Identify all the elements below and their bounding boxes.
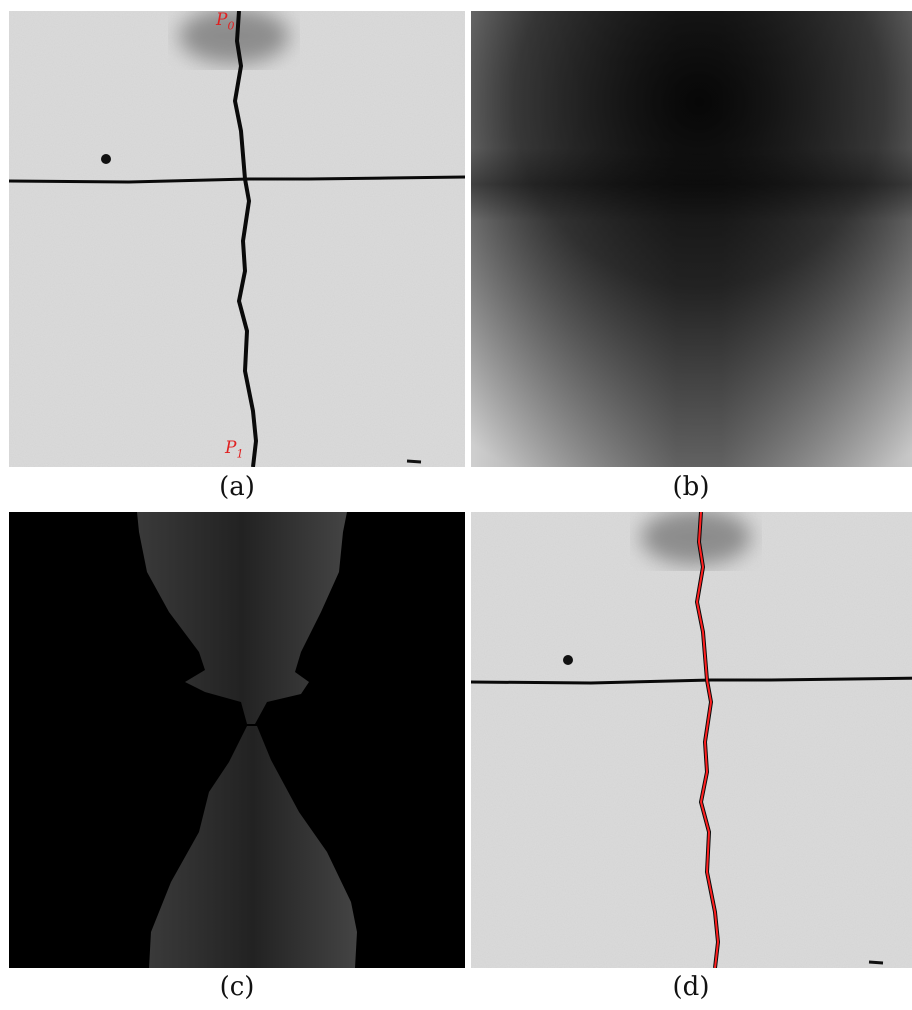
end-point-label: P1 xyxy=(225,438,244,461)
caption-c: (c) xyxy=(219,972,255,1002)
caption-d: (d) xyxy=(672,972,710,1002)
result-image xyxy=(471,512,912,968)
crack-image xyxy=(9,11,465,467)
propagation-map xyxy=(9,512,465,968)
caption-a: (a) xyxy=(219,472,255,502)
propagation-map-panel xyxy=(9,512,465,968)
distance-map xyxy=(471,11,912,467)
distance-map-panel xyxy=(471,11,912,467)
caption-b: (b) xyxy=(672,472,710,502)
minimal-path xyxy=(695,512,720,968)
start-point-label: P0 xyxy=(216,10,235,33)
result-panel xyxy=(471,512,912,968)
crack-image-panel xyxy=(9,11,465,467)
